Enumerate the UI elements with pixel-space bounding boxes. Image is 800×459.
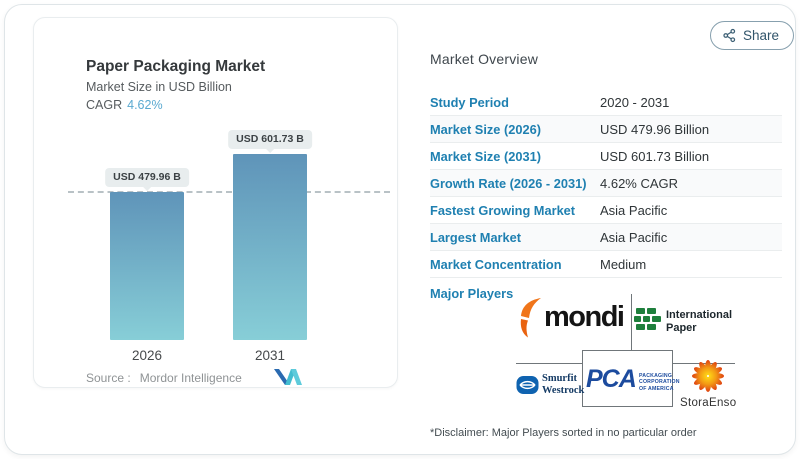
table-row: Study Period 2020 - 2031 bbox=[430, 89, 782, 116]
row-value: Asia Pacific bbox=[600, 229, 668, 245]
ip-text-line2: Paper bbox=[666, 321, 697, 334]
share-button[interactable]: Share bbox=[710, 21, 795, 50]
table-row: Growth Rate (2026 - 2031) 4.62% CAGR bbox=[430, 170, 782, 197]
cagr-value: 4.62% bbox=[127, 98, 163, 112]
storaenso-logo: StoraEnso bbox=[680, 397, 737, 409]
chart-subtitle: Market Size in USD Billion bbox=[86, 80, 232, 94]
source-label: Source : bbox=[86, 371, 131, 385]
row-value: USD 601.73 Billion bbox=[600, 148, 710, 164]
pca-subtext-line1: PACKAGING bbox=[639, 373, 673, 379]
storaenso-sun-icon bbox=[692, 360, 724, 392]
infographic-container: Paper Packaging Market Market Size in US… bbox=[4, 4, 796, 455]
logo-divider-right bbox=[673, 363, 735, 364]
bar-chart: USD 479.96 B USD 601.73 B 2026 2031 bbox=[34, 18, 397, 387]
row-label: Fastest Growing Market bbox=[430, 202, 576, 218]
ip-text-line1: International bbox=[666, 309, 733, 321]
overview-title: Market Overview bbox=[430, 51, 539, 67]
row-value: 2020 - 2031 bbox=[600, 94, 670, 110]
major-players-label: Major Players bbox=[430, 286, 514, 301]
cagr-label: CAGR bbox=[86, 98, 123, 112]
pca-subtext: PACKAGING CORPORATION OF AMERICA bbox=[639, 373, 680, 392]
row-label: Market Concentration bbox=[430, 256, 562, 272]
table-row: Market Concentration Medium bbox=[430, 251, 782, 278]
smurfit-westrock-logo: Smurfit Westrock bbox=[542, 373, 584, 396]
row-value: Asia Pacific bbox=[600, 202, 668, 218]
row-label: Market Size (2026) bbox=[430, 121, 541, 137]
sw-text-line1: Smurfit bbox=[542, 373, 577, 384]
international-paper-logo: International Paper bbox=[666, 309, 732, 334]
mondi-flame-icon bbox=[520, 298, 541, 338]
row-label: Growth Rate (2026 - 2031) bbox=[430, 175, 587, 191]
logo-divider-left bbox=[516, 363, 582, 364]
row-label: Market Size (2031) bbox=[430, 148, 541, 164]
table-row: Market Size (2026) USD 479.96 Billion bbox=[430, 116, 782, 143]
share-button-label: Share bbox=[743, 28, 780, 43]
row-value: Medium bbox=[600, 256, 647, 272]
table-row: Largest Market Asia Pacific bbox=[430, 224, 782, 251]
chart-title: Paper Packaging Market bbox=[86, 58, 266, 75]
row-label: Study Period bbox=[430, 94, 509, 110]
bar-2031 bbox=[233, 154, 307, 340]
bar-2026 bbox=[110, 192, 184, 340]
chart-card: Paper Packaging Market Market Size in US… bbox=[33, 17, 398, 388]
reference-dashed-line bbox=[68, 191, 390, 193]
mordor-intelligence-logo bbox=[274, 369, 302, 385]
x-axis-label-2031: 2031 bbox=[254, 348, 286, 363]
smurfit-westrock-icon bbox=[516, 376, 539, 394]
pca-subtext-line2: CORPORATION bbox=[639, 379, 680, 386]
disclaimer-text: *Disclaimer: Major Players sorted in no … bbox=[430, 427, 697, 439]
row-value: USD 479.96 Billion bbox=[600, 121, 710, 137]
bar-value-label-2026: USD 479.96 B bbox=[105, 168, 189, 191]
row-value: 4.62% CAGR bbox=[600, 175, 679, 191]
pca-logo-box bbox=[582, 350, 673, 407]
mondi-logo: mondi bbox=[544, 301, 625, 333]
table-row: Fastest Growing Market Asia Pacific bbox=[430, 197, 782, 224]
sw-text-line2: Westrock bbox=[542, 384, 585, 396]
row-label: Largest Market bbox=[430, 229, 522, 245]
pca-logo: PCA bbox=[586, 365, 637, 393]
source-value: Mordor Intelligence bbox=[139, 371, 242, 385]
source-attribution: Source : Mordor Intelligence bbox=[86, 371, 242, 385]
share-icon bbox=[723, 28, 736, 43]
pca-subtext-line3: OF AMERICA bbox=[639, 385, 674, 392]
overview-table: Study Period 2020 - 2031 Market Size (202… bbox=[430, 89, 782, 278]
international-paper-trees-icon bbox=[634, 308, 661, 330]
table-row: Market Size (2031) USD 601.73 Billion bbox=[430, 143, 782, 170]
chart-cagr: CAGR 4.62% bbox=[86, 98, 163, 112]
x-axis-label-2026: 2026 bbox=[131, 348, 163, 363]
bar-value-label-2031: USD 601.73 B bbox=[228, 130, 312, 153]
logo-divider-vertical bbox=[631, 294, 632, 350]
